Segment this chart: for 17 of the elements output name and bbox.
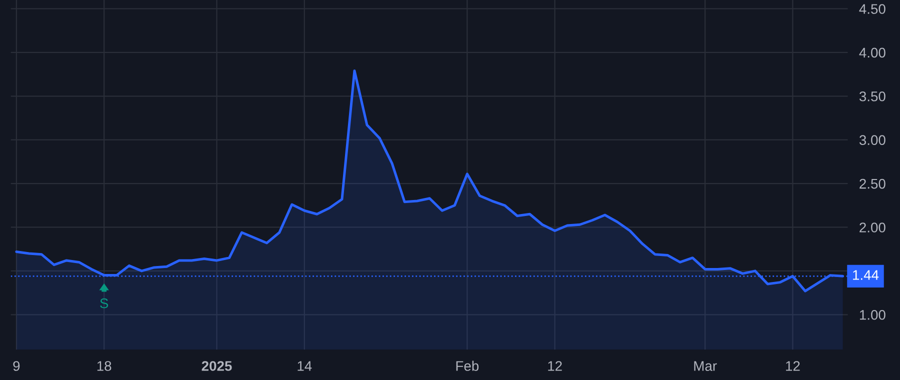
x-tick-label: 18 (97, 361, 112, 371)
y-tick-label: 3.50 (859, 91, 886, 102)
y-tick-label: 1.00 (860, 310, 886, 320)
y-tick-label: 3.00 (859, 135, 886, 146)
x-tick-label: 12 (786, 361, 800, 371)
ref-line-label: 1.44 (853, 270, 879, 280)
y-tick-label: 4.50 (859, 4, 886, 14)
y-tick-label: 2.00 (860, 222, 886, 232)
x-tick-label: Mar (694, 361, 717, 371)
annotation: S (100, 298, 108, 308)
y-tick-label: 4.00 (859, 48, 886, 58)
x-tick-label: Feb (456, 360, 479, 371)
x-tick-label: 14 (298, 361, 312, 371)
x-tick-label: 2025 (202, 361, 232, 371)
y-tick-label: 2.50 (860, 178, 886, 189)
x-tick-label: 9 (13, 361, 20, 371)
x-tick-label: 12 (548, 361, 562, 371)
